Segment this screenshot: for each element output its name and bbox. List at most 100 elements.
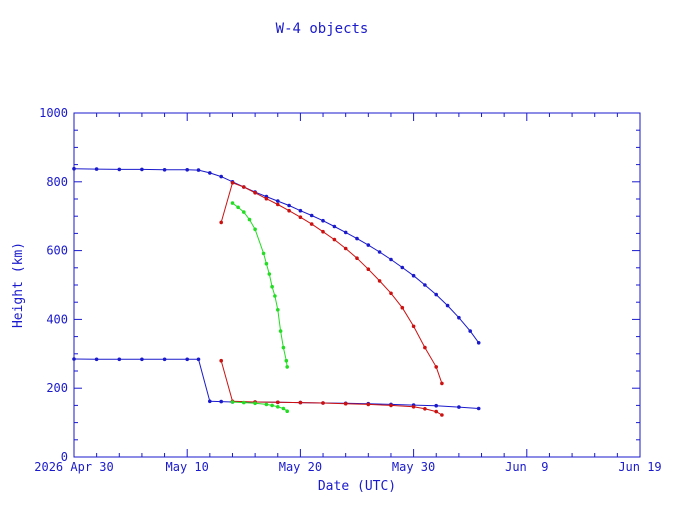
data-point bbox=[285, 365, 290, 369]
data-point bbox=[343, 401, 348, 406]
data-point bbox=[377, 279, 382, 283]
data-point bbox=[400, 305, 405, 310]
data-point bbox=[273, 294, 277, 298]
data-point bbox=[253, 401, 257, 406]
data-point bbox=[457, 405, 461, 409]
data-point bbox=[355, 236, 359, 241]
data-point bbox=[423, 345, 427, 350]
data-point bbox=[242, 210, 246, 214]
data-point bbox=[117, 167, 122, 172]
data-point bbox=[276, 308, 280, 312]
data-point bbox=[219, 399, 223, 404]
data-point bbox=[332, 237, 337, 242]
y-tick-label: 600 bbox=[46, 244, 68, 258]
data-point bbox=[285, 409, 290, 414]
data-point bbox=[230, 201, 235, 205]
series-red bbox=[219, 358, 444, 417]
data-point bbox=[270, 284, 274, 289]
series-line bbox=[220, 182, 443, 384]
data-point bbox=[445, 303, 450, 308]
data-point bbox=[219, 174, 223, 179]
data-point bbox=[264, 261, 269, 266]
data-point bbox=[253, 191, 257, 195]
x-tick-labels: 2026 Apr 30 May 10 May 20 May 30 Jun 9 Jun 19 bbox=[34, 460, 661, 474]
data-point bbox=[476, 406, 481, 411]
series-blue bbox=[72, 166, 481, 345]
plot-frame bbox=[73, 112, 641, 458]
data-point bbox=[196, 357, 201, 362]
data-point bbox=[389, 403, 393, 408]
data-point bbox=[309, 222, 314, 226]
data-point bbox=[440, 381, 444, 386]
data-point bbox=[298, 400, 303, 405]
data-point bbox=[230, 400, 235, 404]
data-point bbox=[276, 199, 280, 203]
x-tick-label: May 30 bbox=[392, 460, 435, 474]
data-point bbox=[264, 196, 269, 201]
data-point bbox=[185, 357, 189, 362]
data-point bbox=[276, 405, 280, 409]
chart-title: W-4 objects bbox=[276, 21, 369, 37]
data-point bbox=[284, 358, 289, 363]
data-point bbox=[434, 403, 439, 408]
data-point bbox=[242, 185, 246, 189]
data-point bbox=[117, 357, 122, 362]
data-point bbox=[281, 345, 286, 350]
series-green bbox=[230, 201, 290, 369]
series-layer bbox=[72, 166, 481, 417]
y-tick-label: 400 bbox=[46, 312, 68, 326]
data-point bbox=[343, 246, 348, 251]
data-point bbox=[389, 257, 393, 262]
data-point bbox=[278, 329, 283, 333]
data-point bbox=[94, 357, 99, 362]
data-point bbox=[366, 243, 371, 247]
data-point bbox=[434, 365, 439, 369]
y-axis-title: Height (km) bbox=[11, 242, 26, 328]
data-point bbox=[298, 215, 303, 219]
data-point bbox=[72, 357, 76, 361]
data-point bbox=[332, 224, 337, 229]
data-point bbox=[434, 409, 439, 414]
data-point bbox=[162, 168, 167, 172]
data-point bbox=[355, 256, 359, 261]
data-point bbox=[321, 401, 325, 405]
x-axis-title: Date (UTC) bbox=[318, 479, 396, 494]
data-point bbox=[440, 413, 444, 417]
series-line bbox=[232, 202, 288, 367]
series-red bbox=[219, 181, 444, 386]
x-tick-label: May 10 bbox=[166, 460, 209, 474]
series-line bbox=[73, 168, 480, 344]
data-point bbox=[140, 357, 144, 362]
data-point bbox=[242, 400, 246, 405]
data-point bbox=[281, 406, 286, 411]
x-tick-label: 2026 Apr 30 bbox=[34, 460, 113, 474]
data-point bbox=[468, 329, 473, 333]
data-point bbox=[72, 166, 76, 171]
data-point bbox=[219, 220, 223, 225]
data-point bbox=[276, 400, 280, 405]
data-point bbox=[253, 227, 257, 232]
y-tick-label: 0 bbox=[61, 450, 68, 464]
data-point bbox=[411, 324, 416, 329]
y-tick-label: 200 bbox=[46, 381, 68, 395]
x-tick-label: Jun 19 bbox=[618, 460, 661, 474]
data-point bbox=[423, 283, 427, 287]
minor-ticks bbox=[73, 112, 641, 458]
data-point bbox=[400, 265, 405, 270]
data-point bbox=[476, 341, 481, 345]
data-point bbox=[309, 213, 314, 218]
series-line bbox=[220, 360, 443, 416]
data-point bbox=[366, 267, 371, 272]
data-point bbox=[366, 402, 371, 407]
data-point bbox=[321, 218, 325, 223]
data-point bbox=[411, 405, 416, 409]
y-tick-labels: 0 200 400 600 800 1000 bbox=[39, 106, 68, 464]
data-point bbox=[261, 251, 266, 256]
data-point bbox=[270, 403, 274, 408]
data-point bbox=[267, 272, 272, 276]
data-point bbox=[389, 291, 393, 296]
data-point bbox=[423, 407, 427, 411]
data-point bbox=[219, 358, 223, 363]
data-point bbox=[411, 273, 416, 278]
